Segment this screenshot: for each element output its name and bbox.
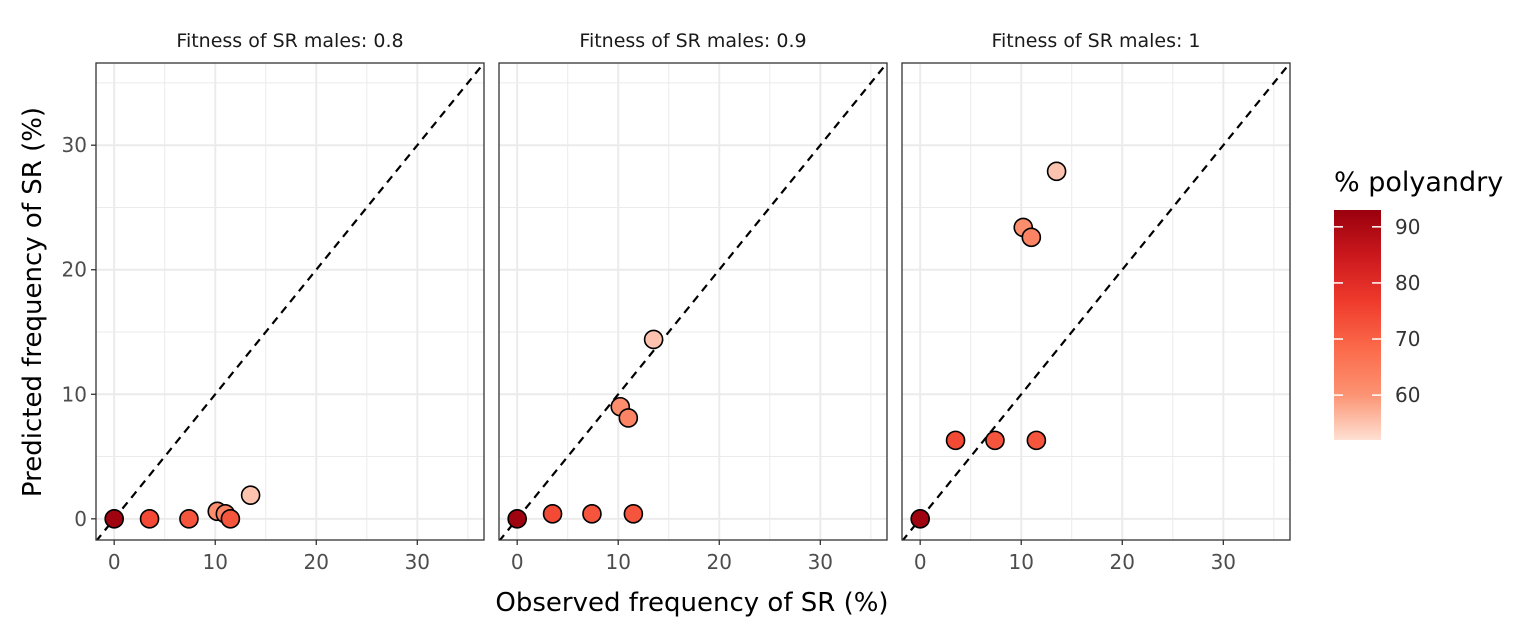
x-tick-label: 30 (405, 550, 430, 574)
grid (499, 63, 887, 540)
panel-border (901, 62, 1291, 541)
data-point (220, 509, 241, 529)
panel-1: Fitness of SR males: 0.8 0 10 20 30 (95, 30, 485, 574)
panel-title: Fitness of SR males: 0.8 (176, 30, 403, 52)
panel-border (95, 62, 485, 541)
data-point (139, 509, 160, 529)
identity-line (902, 63, 1290, 540)
data-point (1046, 161, 1067, 182)
x-tick-label: 30 (808, 550, 833, 574)
legend-tick-label: 80 (1395, 271, 1420, 295)
x-axis-title: Observed frequency of SR (%) (495, 588, 888, 618)
y-tick-label: 20 (62, 258, 87, 282)
data-point (507, 509, 527, 529)
x-tick-label: 20 (304, 550, 329, 574)
legend-ticks: 60 70 80 90 (1334, 215, 1420, 407)
legend-tick-label: 60 (1395, 383, 1420, 407)
panel-3: Fitness of SR males: 1 0 10 20 30 (901, 30, 1291, 574)
x-tick-label: 0 (108, 550, 121, 574)
legend-tick-label: 90 (1395, 215, 1420, 239)
x-tick-label: 30 (1211, 550, 1236, 574)
data-point (1021, 227, 1042, 248)
x-tick-label: 20 (707, 550, 732, 574)
grid (902, 63, 1290, 540)
panel-title: Fitness of SR males: 1 (991, 30, 1200, 52)
panel-border (498, 62, 888, 541)
data-point (643, 329, 664, 350)
panel-2: Fitness of SR males: 0.9 0 10 20 30 (498, 30, 888, 574)
data-point (1026, 430, 1047, 451)
data-point (179, 509, 199, 529)
data-point (104, 509, 124, 529)
data-point (618, 408, 639, 428)
legend-colorbar (1334, 210, 1381, 440)
x-tick-label: 10 (203, 550, 228, 574)
x-tick-label: 20 (1110, 550, 1135, 574)
y-tick-label: 30 (62, 133, 87, 157)
data-point (240, 485, 261, 505)
data-point (623, 504, 644, 524)
legend-tick-label: 70 (1395, 327, 1420, 351)
data-point (582, 504, 602, 524)
y-axis: 0 10 20 30 (62, 133, 96, 531)
x-tick-label: 10 (1009, 550, 1034, 574)
x-tick-label: 0 (511, 550, 524, 574)
identity-line (96, 63, 484, 540)
identity-line (499, 63, 887, 540)
x-tick-label: 10 (606, 550, 631, 574)
legend-title: % polyandry (1334, 167, 1503, 198)
y-tick-label: 10 (62, 382, 87, 406)
color-legend: % polyandry 60 70 80 90 (1334, 167, 1503, 440)
x-tick-label: 0 (914, 550, 927, 574)
y-axis-title: Predicted frequency of SR (%) (18, 107, 48, 497)
data-point (910, 509, 930, 529)
y-tick-label: 0 (74, 507, 87, 531)
data-point (945, 430, 966, 451)
data-point (985, 430, 1005, 451)
grid (96, 63, 484, 540)
data-point (542, 504, 563, 524)
panel-title: Fitness of SR males: 0.9 (579, 30, 806, 52)
